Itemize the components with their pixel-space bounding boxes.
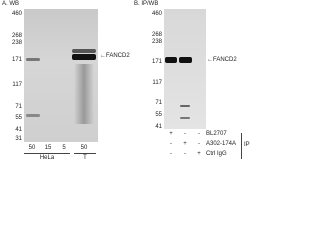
panel-title: A. WB <box>2 1 20 7</box>
marker: 55 <box>155 112 162 118</box>
target-label: ←FANCD2 <box>100 53 130 59</box>
side-label: IP <box>244 142 250 148</box>
divider <box>24 153 70 154</box>
band <box>179 57 192 63</box>
condition-mark: + <box>183 141 187 147</box>
condition-mark: - <box>198 131 200 137</box>
smear <box>74 64 94 124</box>
blot-image <box>164 9 206 129</box>
target-name: FANCD2 <box>213 57 237 63</box>
marker: 460 <box>11 11 22 17</box>
group-label: T <box>83 155 87 161</box>
condition-mark: - <box>170 141 172 147</box>
marker: 171 <box>151 59 162 65</box>
marker: 268 <box>151 32 162 38</box>
target-name: FANCD2 <box>106 53 130 59</box>
marker: 238 <box>11 40 22 46</box>
condition-mark: - <box>198 141 200 147</box>
marker: 268 <box>11 33 22 39</box>
condition-label: BL2707 <box>206 131 227 137</box>
band <box>26 114 40 117</box>
band <box>180 117 190 119</box>
band <box>72 54 96 60</box>
marker: 71 <box>155 100 162 106</box>
marker: 31 <box>15 136 22 142</box>
band <box>72 49 96 53</box>
marker: 117 <box>12 82 22 88</box>
marker: 117 <box>152 80 162 86</box>
band <box>26 58 40 61</box>
marker: 460 <box>151 11 162 17</box>
group-label: HeLa <box>39 155 55 161</box>
condition-mark: + <box>169 131 173 137</box>
band <box>180 105 190 107</box>
marker: 41 <box>15 127 22 133</box>
marker: 238 <box>151 39 162 45</box>
marker: 71 <box>15 104 22 110</box>
marker: 55 <box>15 115 22 121</box>
condition-mark: - <box>184 131 186 137</box>
bracket <box>241 133 242 159</box>
condition-label: Ctrl IgG <box>206 151 227 157</box>
divider <box>74 153 96 154</box>
band <box>165 57 177 63</box>
condition-mark: + <box>197 151 201 157</box>
marker: 41 <box>155 124 162 130</box>
lane-label: 50 <box>28 145 36 151</box>
condition-label: A302-174A <box>206 141 237 147</box>
target-label: ←FANCD2 <box>207 57 237 63</box>
condition-mark: - <box>170 151 172 157</box>
lane-label: 15 <box>44 145 52 151</box>
page: A. WB 460 268 238 171 117 71 55 41 31 ←F… <box>2 1 250 161</box>
lane-label: 50 <box>80 145 88 151</box>
lane-label: 5 <box>62 145 66 151</box>
blot-image <box>24 9 98 142</box>
condition-mark: - <box>184 151 186 157</box>
marker: 171 <box>11 57 22 63</box>
panel-title: B. IP/WB <box>134 1 159 7</box>
